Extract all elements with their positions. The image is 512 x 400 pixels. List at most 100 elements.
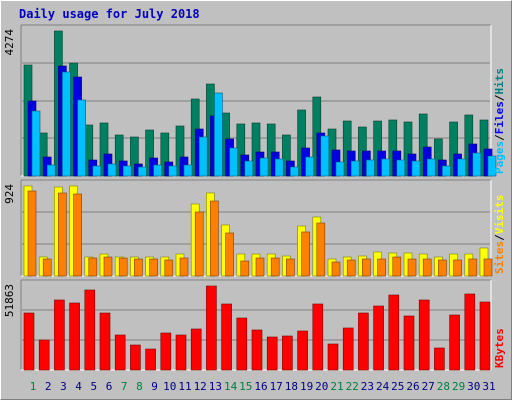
bar-pages-day-21 <box>335 161 345 177</box>
bar-kbytes-day-30 <box>464 293 476 371</box>
bar-kbytes-day-4 <box>69 302 80 371</box>
bar-sites-day-8 <box>134 258 143 277</box>
x-tick-label: 3 <box>60 380 67 393</box>
bar-sites-day-28 <box>438 259 447 277</box>
bar-sites-day-27 <box>422 258 432 277</box>
bar-kbytes-day-6 <box>99 312 111 371</box>
bar-kbytes-day-1 <box>23 312 35 371</box>
bar-kbytes-day-10 <box>160 332 172 371</box>
x-tick-label: 12 <box>194 380 207 393</box>
bar-pages-day-29 <box>457 158 466 177</box>
bar-pages-day-2 <box>46 164 56 177</box>
max-label-kbytes: 51863 <box>3 284 16 317</box>
bar-pages-day-20 <box>320 135 330 177</box>
bar-pages-day-23 <box>366 159 375 177</box>
bar-kbytes-day-12 <box>190 328 202 371</box>
legend-entry: Hits <box>493 68 506 95</box>
bar-kbytes-day-19 <box>297 330 308 371</box>
bar-pages-day-13 <box>214 92 223 177</box>
bar-kbytes-day-7 <box>114 334 126 371</box>
bar-kbytes-day-24 <box>373 305 384 371</box>
bar-sites-day-14 <box>225 232 234 277</box>
x-tick-label: 17 <box>270 380 283 393</box>
bar-kbytes-day-28 <box>434 347 445 371</box>
x-tick-label: 8 <box>136 380 143 393</box>
x-tick-label: 4 <box>75 380 82 393</box>
chart-title: Daily usage for July 2018 <box>19 7 200 21</box>
bar-sites-day-17 <box>270 257 280 277</box>
x-tick-label: 23 <box>361 380 374 393</box>
bar-sites-day-19 <box>301 231 310 277</box>
bar-pages-day-25 <box>396 159 406 177</box>
bar-sites-day-29 <box>453 259 462 277</box>
bar-pages-day-9 <box>153 164 162 177</box>
bar-pages-day-18 <box>290 166 299 177</box>
max-label-visits-sites: 924 <box>3 184 16 204</box>
bar-sites-day-25 <box>392 256 402 277</box>
x-tick-label: 29 <box>452 380 465 393</box>
bar-pages-day-7 <box>122 165 132 177</box>
bar-kbytes-day-15 <box>236 317 248 371</box>
x-tick-label: 10 <box>163 380 176 393</box>
bar-sites-day-21 <box>331 261 341 277</box>
legend-entry: Sites <box>493 241 506 274</box>
bar-pages-day-28 <box>442 165 451 177</box>
bar-sites-day-7 <box>118 257 128 277</box>
bar-pages-day-27 <box>426 158 436 177</box>
bar-kbytes-day-21 <box>327 343 339 371</box>
legend-entry: / <box>493 94 506 101</box>
bar-pages-day-12 <box>198 136 208 177</box>
bar-sites-day-16 <box>255 257 265 277</box>
bar-kbytes-day-25 <box>388 294 400 371</box>
x-tick-label: 11 <box>178 380 191 393</box>
x-tick-label: 19 <box>300 380 313 393</box>
bar-pages-day-30 <box>472 152 482 177</box>
x-tick-label: 2 <box>45 380 52 393</box>
bar-pages-day-14 <box>229 147 238 177</box>
bar-sites-day-20 <box>316 222 326 277</box>
bar-kbytes-day-18 <box>282 335 293 371</box>
bar-kbytes-day-23 <box>358 312 369 371</box>
x-tick-label: 5 <box>90 380 97 393</box>
x-tick-label: 13 <box>209 380 222 393</box>
x-tick-label: 27 <box>422 380 435 393</box>
max-label-hits-files-pages: 4274 <box>3 29 16 56</box>
legend-hits-files-pages: Pages/Files/Hits <box>493 68 506 174</box>
bar-kbytes-day-26 <box>403 315 415 371</box>
bar-sites-day-15 <box>240 260 250 277</box>
bar-sites-day-26 <box>407 258 417 277</box>
bar-kbytes-day-11 <box>175 334 187 371</box>
bar-kbytes-day-16 <box>251 329 263 371</box>
bar-kbytes-day-5 <box>84 289 96 371</box>
x-tick-label: 31 <box>482 380 495 393</box>
legend-entry: Files <box>493 101 506 134</box>
bar-sites-day-5 <box>88 257 98 277</box>
legend-entry: / <box>493 134 506 141</box>
x-tick-label: 9 <box>151 380 158 393</box>
bar-kbytes-day-22 <box>342 327 354 371</box>
bar-sites-day-3 <box>58 192 67 277</box>
bar-kbytes-day-29 <box>449 314 460 371</box>
bar-pages-day-3 <box>62 71 71 177</box>
bar-pages-day-8 <box>138 166 147 177</box>
bar-pages-day-16 <box>259 157 269 177</box>
x-tick-label: 21 <box>330 380 343 393</box>
bar-sites-day-12 <box>194 211 204 277</box>
bar-sites-day-31 <box>483 258 493 277</box>
legend-entry: Pages <box>493 141 506 174</box>
bar-sites-day-22 <box>346 259 356 277</box>
bar-sites-day-13 <box>210 200 219 277</box>
bar-kbytes-day-3 <box>54 299 65 371</box>
bar-pages-day-5 <box>92 165 102 177</box>
x-tick-label: 30 <box>467 380 480 393</box>
bar-pages-day-31 <box>487 155 497 177</box>
x-tick-label: 26 <box>406 380 419 393</box>
bar-sites-day-4 <box>73 193 82 277</box>
bar-pages-day-6 <box>107 163 117 177</box>
legend-kbytes: KBytes <box>493 328 506 368</box>
bar-kbytes-day-20 <box>312 303 324 371</box>
x-tick-label: 24 <box>376 380 390 393</box>
bar-kbytes-day-9 <box>145 348 156 371</box>
bar-pages-day-19 <box>305 156 314 177</box>
